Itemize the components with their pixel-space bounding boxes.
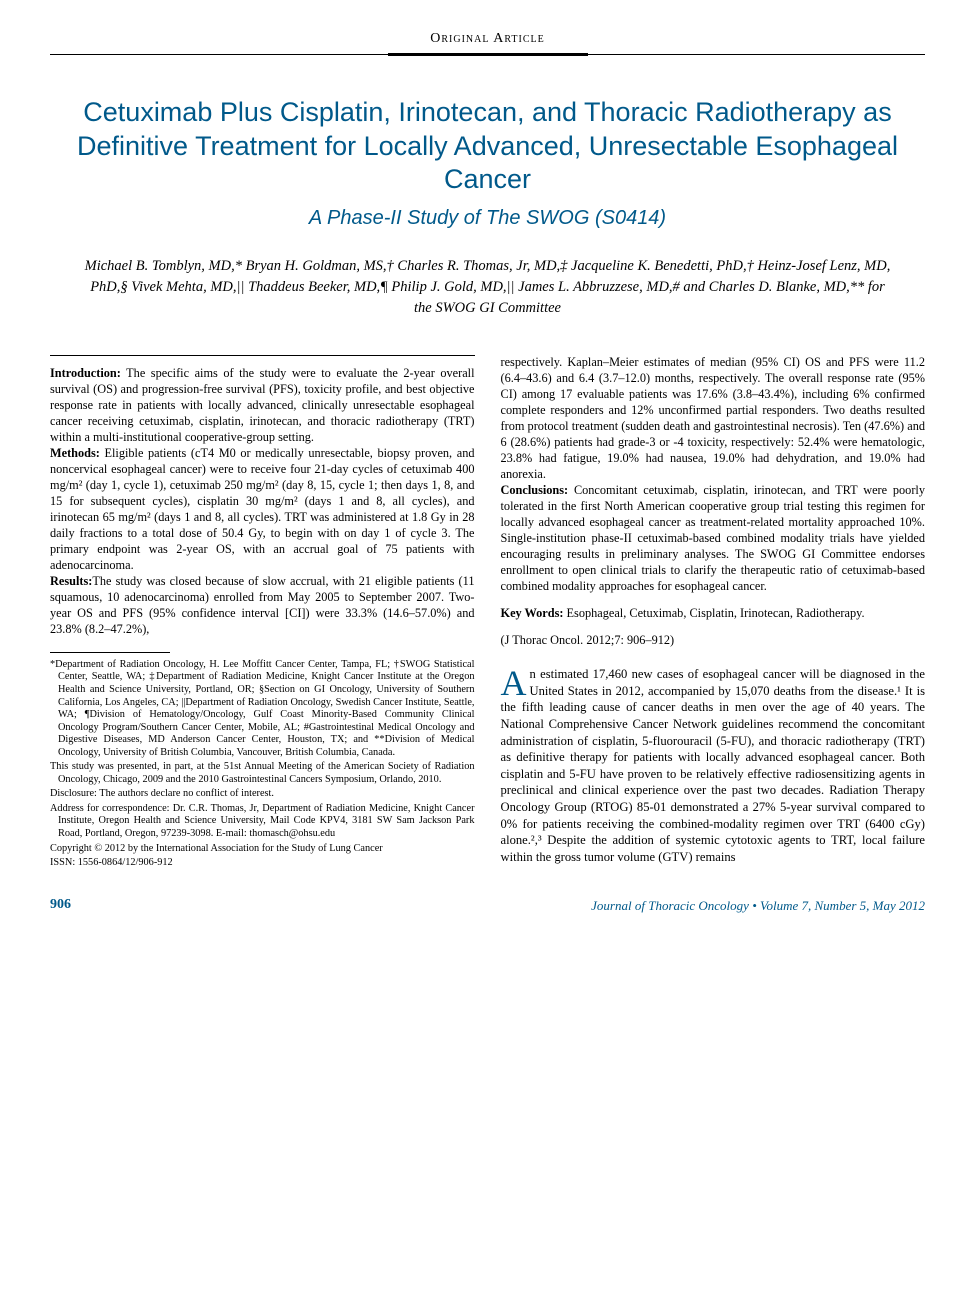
abs-methods-text: Eligible patients (cT4 M0 or medically u… bbox=[50, 446, 475, 572]
body-text-content: n estimated 17,460 new cases of esophage… bbox=[501, 667, 926, 864]
abs-results-label: Results: bbox=[50, 574, 92, 588]
footnotes: *Department of Radiation Oncology, H. Le… bbox=[50, 638, 475, 872]
fn-issn: ISSN: 1556-0864/12/906-912 bbox=[50, 857, 475, 870]
fn-presented: This study was presented, in part, at th… bbox=[50, 761, 475, 786]
abs-intro-label: Introduction: bbox=[50, 366, 121, 380]
article-subtitle: A Phase-II Study of The SWOG (S0414) bbox=[50, 205, 925, 232]
abs-methods-label: Methods: bbox=[50, 446, 100, 460]
abs-results-text-b: respectively. Kaplan–Meier estimates of … bbox=[501, 355, 926, 481]
journal-info: Journal of Thoracic Oncology • Volume 7,… bbox=[591, 897, 925, 915]
header-rule bbox=[50, 53, 925, 56]
fn-affiliations: *Department of Radiation Oncology, H. Le… bbox=[50, 659, 475, 759]
keywords-text: Esophageal, Cetuximab, Cisplatin, Irinot… bbox=[563, 606, 864, 620]
two-column-layout: Introduction: The specific aims of the s… bbox=[50, 355, 925, 871]
abs-conclusions-label: Conclusions: bbox=[501, 483, 569, 497]
abs-results-text-a: The study was closed because of slow acc… bbox=[50, 574, 475, 636]
right-column: respectively. Kaplan–Meier estimates of … bbox=[501, 355, 926, 871]
left-column: Introduction: The specific aims of the s… bbox=[50, 355, 475, 871]
page-footer: 906 Journal of Thoracic Oncology • Volum… bbox=[50, 896, 925, 915]
citation: (J Thorac Oncol. 2012;7: 906–912) bbox=[501, 632, 926, 649]
dropcap: A bbox=[501, 666, 530, 698]
fn-correspondence: Address for correspondence: Dr. C.R. Tho… bbox=[50, 803, 475, 841]
section-label: Original Article bbox=[50, 30, 925, 49]
body-paragraph: An estimated 17,460 new cases of esophag… bbox=[501, 666, 926, 865]
fn-copyright: Copyright © 2012 by the International As… bbox=[50, 843, 475, 856]
page-number: 906 bbox=[50, 896, 71, 915]
fn-disclosure: Disclosure: The authors declare no confl… bbox=[50, 788, 475, 801]
abstract: Introduction: The specific aims of the s… bbox=[50, 355, 475, 638]
article-title: Cetuximab Plus Cisplatin, Irinotecan, an… bbox=[50, 96, 925, 197]
keywords-label: Key Words: bbox=[501, 606, 564, 620]
author-list: Michael B. Tomblyn, MD,* Bryan H. Goldma… bbox=[50, 256, 925, 319]
abs-conclusions-text: Concomitant cetuximab, cisplatin, irinot… bbox=[501, 483, 926, 593]
